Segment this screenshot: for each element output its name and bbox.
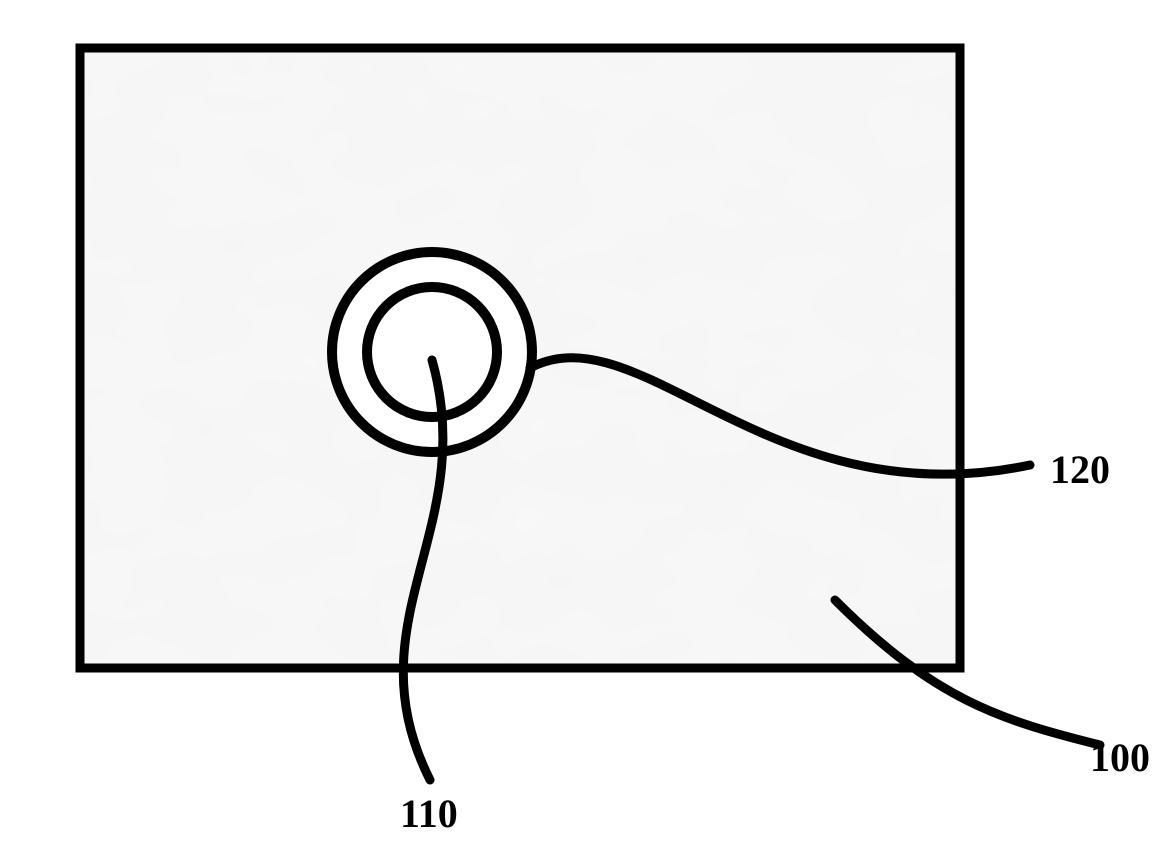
inner-circle-110 xyxy=(367,287,497,417)
diagram-svg xyxy=(0,0,1174,851)
label-120: 120 xyxy=(1050,446,1110,493)
label-110: 110 xyxy=(400,790,458,837)
label-100: 100 xyxy=(1090,734,1150,781)
patent-diagram: 120 110 100 xyxy=(0,0,1174,851)
